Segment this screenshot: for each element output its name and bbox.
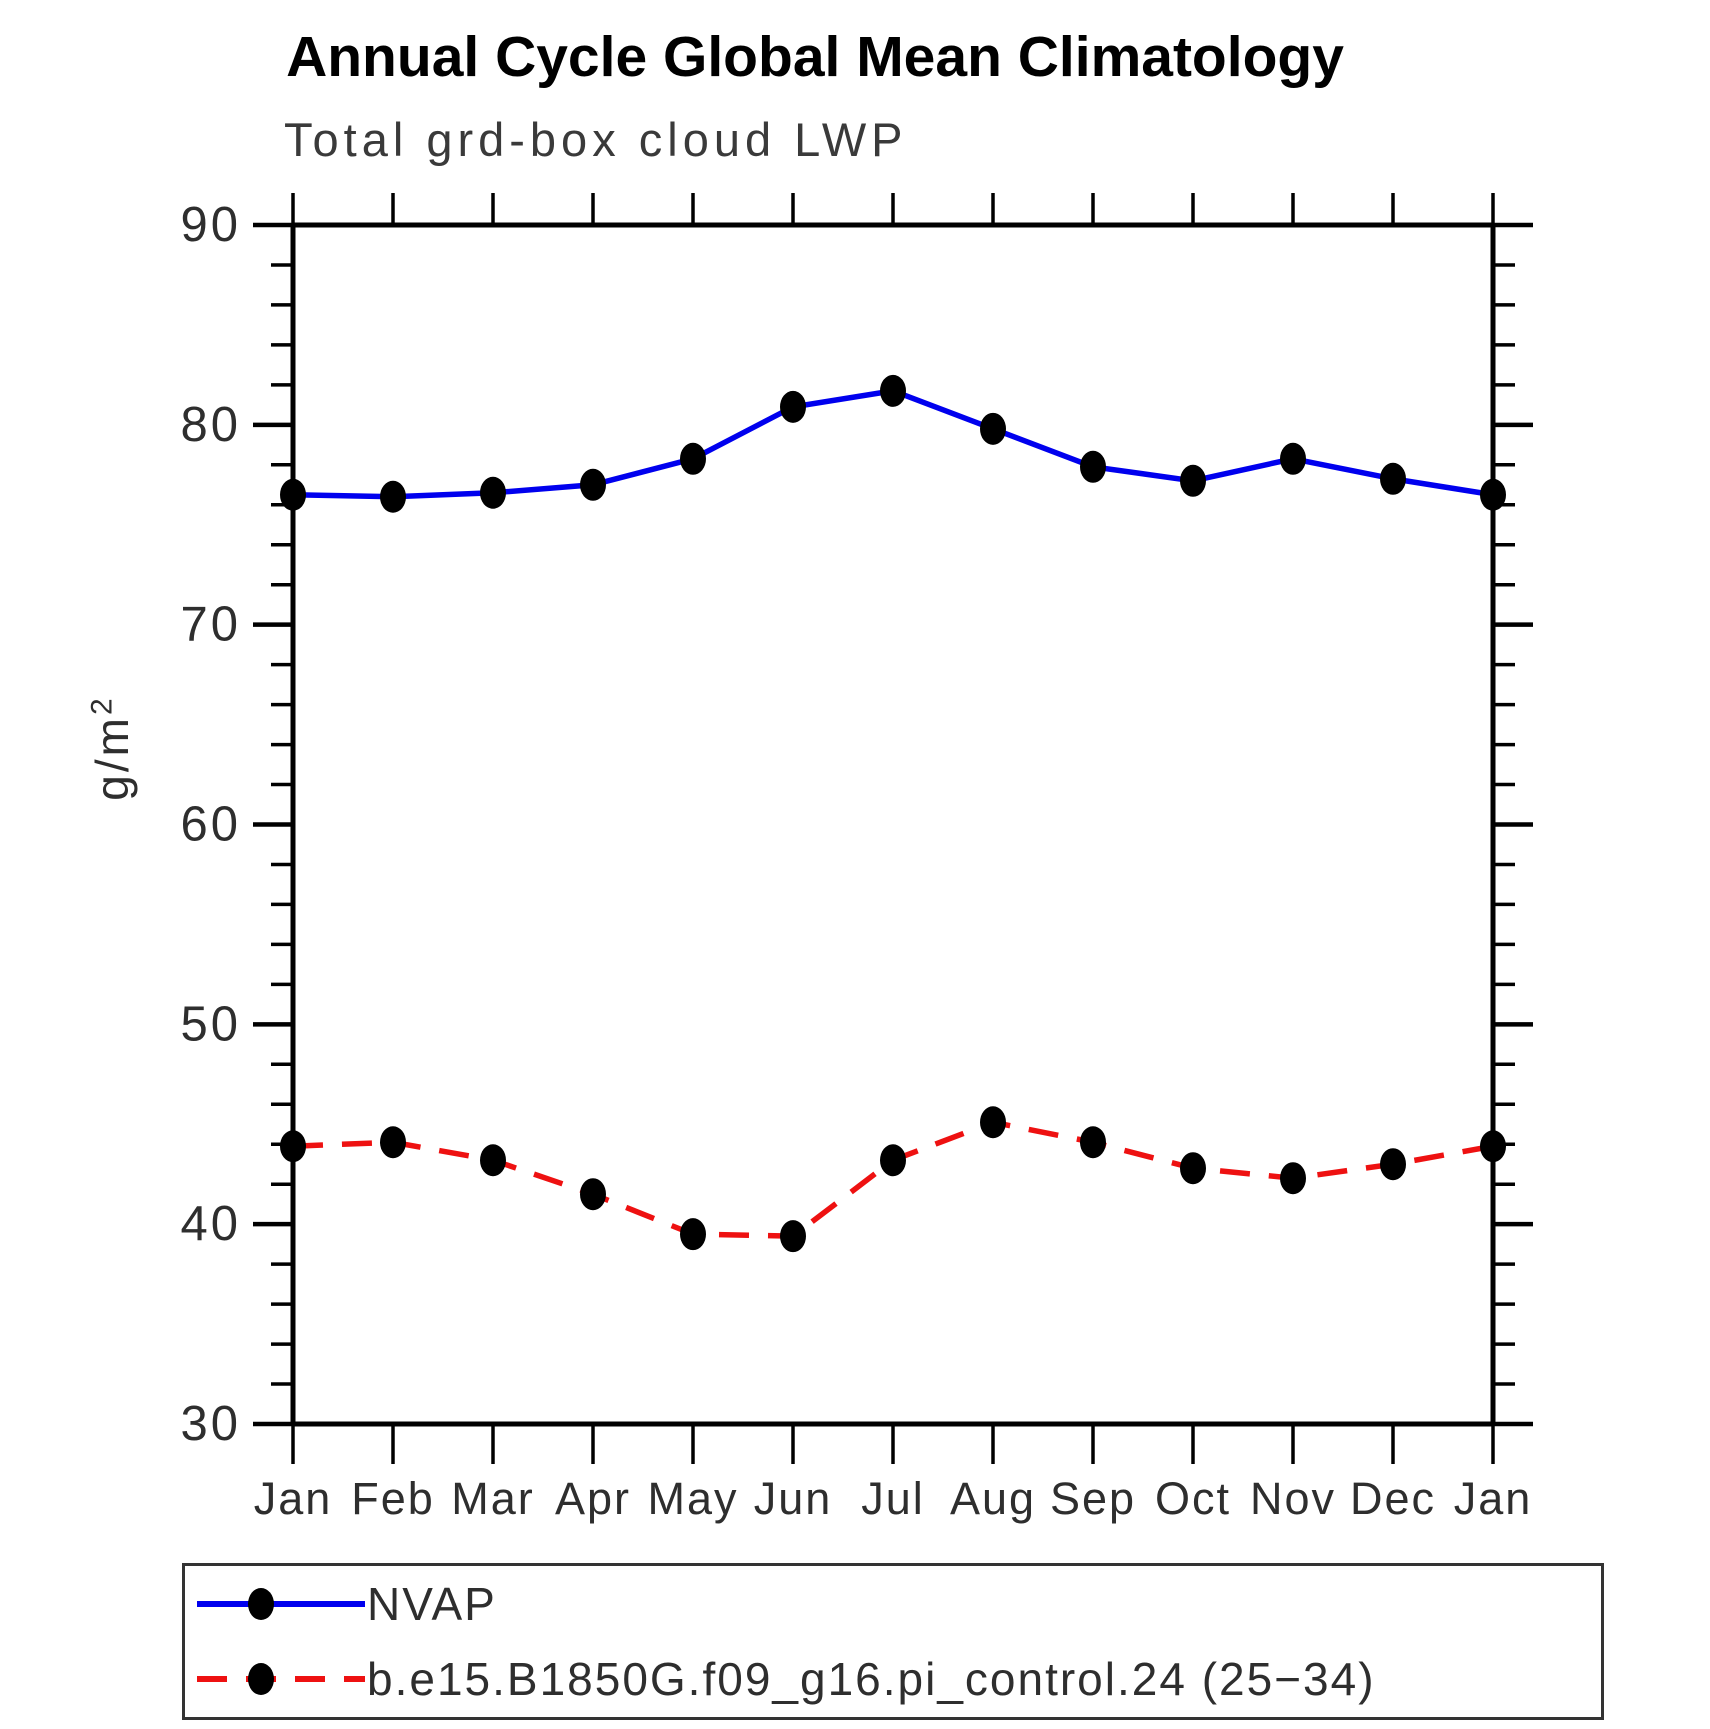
series-0-marker: [680, 442, 706, 475]
series-0-marker: [1380, 462, 1406, 495]
series-1-marker: [1480, 1130, 1506, 1163]
series-1-marker: [480, 1144, 506, 1177]
series-0-marker: [280, 478, 306, 511]
series-1-marker: [580, 1178, 606, 1211]
series-1-marker: [1180, 1152, 1206, 1185]
series-0-marker: [580, 468, 606, 501]
series-0-marker: [480, 476, 506, 509]
chart-title: Annual Cycle Global Mean Climatology: [286, 25, 1344, 89]
legend: NVAP b.e15.B1850G.f09_g16.pi_control.24 …: [182, 1563, 1604, 1720]
series-0-marker: [1480, 478, 1506, 511]
month-label: Jan: [1454, 1473, 1533, 1524]
month-label: Nov: [1250, 1473, 1336, 1524]
month-label: Jul: [861, 1473, 925, 1524]
series-0-marker: [1180, 464, 1206, 497]
series-1-marker: [1380, 1148, 1406, 1181]
series-0-marker: [1280, 442, 1306, 475]
series-1-marker: [280, 1130, 306, 1163]
series-1-marker: [680, 1218, 706, 1251]
y-tick-label: 30: [180, 1397, 241, 1451]
y-tick-label: 90: [180, 198, 241, 252]
legend-model-sample: [197, 1663, 365, 1696]
series-1-marker: [1280, 1162, 1306, 1195]
series-0-marker: [780, 390, 806, 423]
series-1-marker: [880, 1144, 906, 1177]
legend-model-label: b.e15.B1850G.f09_g16.pi_control.24 (25−3…: [367, 1653, 1376, 1706]
series-1-marker: [380, 1126, 406, 1159]
series-0-marker: [880, 374, 906, 407]
month-label: Apr: [555, 1473, 631, 1524]
y-tick-label: 50: [180, 997, 241, 1051]
month-label: Feb: [351, 1473, 435, 1524]
series-1-marker: [780, 1220, 806, 1253]
month-label: Oct: [1155, 1473, 1231, 1524]
month-label: Mar: [451, 1473, 535, 1524]
month-label: Dec: [1350, 1473, 1436, 1524]
y-tick-label: 40: [180, 1197, 241, 1251]
y-tick-label: 60: [180, 798, 241, 852]
series-0-marker: [980, 412, 1006, 445]
legend-item-nvap: NVAP: [185, 1574, 1601, 1634]
series-0-marker: [1080, 450, 1106, 483]
legend-nvap-label: NVAP: [367, 1577, 497, 1630]
y-tick-label: 80: [180, 398, 241, 452]
legend-nvap-sample: [197, 1587, 365, 1620]
chart-subtitle: Total grd-box cloud LWP: [284, 113, 908, 166]
month-label: Sep: [1050, 1473, 1136, 1524]
legend-nvap-marker-dot: [248, 1587, 274, 1620]
month-label: Jun: [754, 1473, 833, 1524]
month-label: Jan: [254, 1473, 333, 1524]
series-0-marker: [380, 480, 406, 513]
y-tick-label: 70: [180, 598, 241, 652]
legend-model-marker-dot: [248, 1663, 274, 1696]
series-1-marker: [1080, 1126, 1106, 1159]
month-label: May: [647, 1473, 738, 1524]
month-label: Aug: [950, 1473, 1036, 1524]
series-1-line: [292, 1119, 1494, 1239]
legend-item-model: b.e15.B1850G.f09_g16.pi_control.24 (25−3…: [185, 1649, 1601, 1709]
series-1-marker: [980, 1106, 1006, 1139]
